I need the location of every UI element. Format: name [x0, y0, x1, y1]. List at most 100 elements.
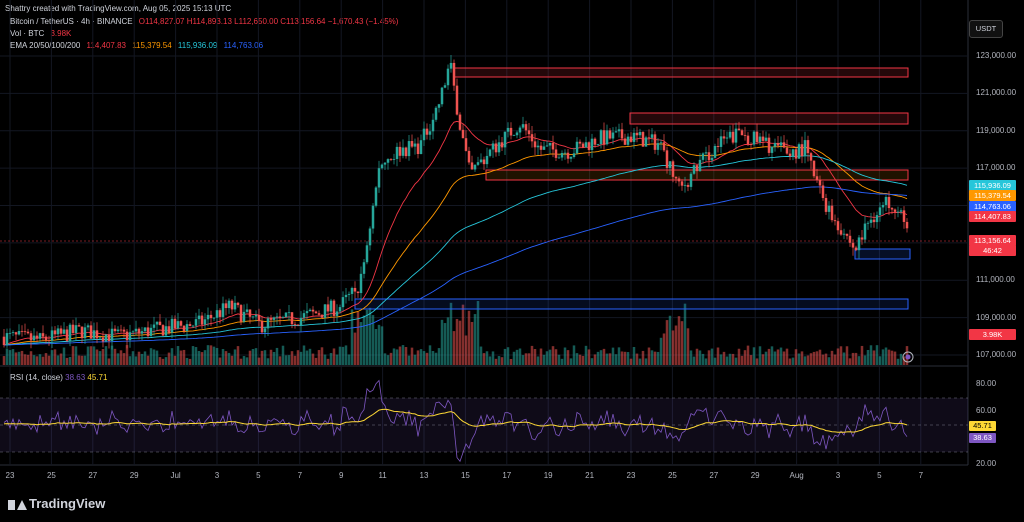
candle [245, 309, 249, 312]
volume-bar [470, 321, 474, 365]
candle [551, 142, 555, 150]
volume-bar [809, 353, 813, 365]
ema100-value: 115,936.09 [177, 41, 218, 50]
volume-value: 3.98K [50, 29, 72, 38]
volume-bar [458, 320, 462, 365]
candle [38, 333, 42, 339]
candle [635, 132, 639, 136]
volume-bar [617, 347, 621, 365]
candle [71, 324, 75, 334]
candle [119, 329, 123, 331]
volume-bar [545, 351, 549, 365]
rsi-label[interactable]: RSI (14, close) [10, 373, 63, 382]
volume-bar [680, 321, 684, 365]
volume-bar [641, 350, 645, 365]
candle [611, 132, 615, 139]
candle [485, 155, 489, 165]
volume-bar [359, 322, 363, 365]
ema50-value: 115,379.54 [132, 41, 172, 50]
volume-bar [548, 349, 552, 365]
volume-bar [788, 358, 792, 365]
candle [386, 159, 390, 163]
candle [665, 150, 669, 168]
volume-bar [707, 350, 711, 365]
candle [875, 215, 879, 223]
volume-bar [248, 350, 252, 365]
volume-bar [722, 351, 726, 365]
candle [197, 315, 201, 320]
candle [662, 142, 666, 151]
volume-bar [767, 348, 771, 365]
volume-bar [878, 356, 882, 365]
candle [557, 157, 561, 159]
candle [224, 303, 228, 309]
volume-bar [701, 353, 705, 365]
volume-bar [839, 346, 843, 365]
rsi-lines [3, 379, 908, 463]
candle [287, 312, 291, 314]
candle [68, 324, 72, 341]
volume-bar [527, 353, 531, 365]
candle [506, 127, 510, 132]
candle [569, 157, 573, 159]
candle [608, 130, 612, 139]
time-tick: 23 [5, 471, 15, 480]
symbol-name[interactable]: Bitcoin / TetherUS · 4h · BINANCE [10, 17, 133, 26]
volume-bar [446, 317, 450, 365]
volume-bar [425, 352, 429, 365]
candle [842, 233, 846, 235]
candle [422, 128, 426, 141]
volume-bars [2, 301, 909, 365]
candle [902, 210, 906, 222]
candle [641, 132, 645, 147]
volume-bar [347, 354, 351, 365]
price-tag: 114,407.83 [969, 211, 1016, 222]
chart-credit: Shattry created with TradingView.com, Au… [5, 4, 232, 13]
resistance-zone-2 [629, 112, 909, 125]
candle [560, 153, 564, 158]
candle [746, 135, 750, 145]
tradingview-logo[interactable]: TradingView [8, 496, 105, 511]
candle [239, 305, 243, 322]
ema100-line [3, 155, 908, 346]
volume-bar [581, 355, 585, 365]
volume-bar [200, 352, 204, 365]
candle [362, 262, 366, 274]
time-tick: 11 [378, 471, 387, 480]
candle [620, 129, 624, 139]
candle [251, 316, 255, 318]
volume-bar [413, 354, 417, 365]
volume-bar [512, 351, 516, 365]
candle [341, 297, 345, 308]
candle [776, 142, 780, 146]
volume-label[interactable]: Vol · BTC [10, 29, 45, 38]
candle [626, 136, 630, 145]
time-tick: 3 [214, 471, 220, 480]
candle [335, 311, 339, 316]
candle [440, 87, 444, 105]
volume-bar [59, 353, 63, 365]
candle [167, 326, 171, 333]
volume-bar [407, 355, 411, 365]
time-tick: 21 [585, 471, 595, 480]
time-tick: 3 [835, 471, 841, 480]
candle [89, 325, 93, 339]
candle [545, 145, 549, 147]
ema-label[interactable]: EMA 20/50/100/200 [10, 41, 81, 50]
candle [260, 321, 264, 333]
candle [530, 134, 534, 142]
candle [905, 221, 909, 229]
time-tick: 5 [256, 471, 261, 480]
rsi-ma-value: 45.71 [87, 373, 108, 382]
alert-clock-icon[interactable] [902, 351, 914, 363]
candle [203, 319, 207, 325]
time-tick: 7 [918, 471, 924, 480]
candle [455, 85, 459, 115]
volume-bar [326, 358, 330, 365]
currency-button[interactable]: USDT [969, 20, 1003, 38]
ohlc-values: O114,827.07 H114,893.13 L112,650.00 C113… [138, 17, 399, 26]
price-tag: 114,763.06 [969, 201, 1016, 212]
candle [443, 85, 447, 88]
candle [872, 219, 876, 223]
